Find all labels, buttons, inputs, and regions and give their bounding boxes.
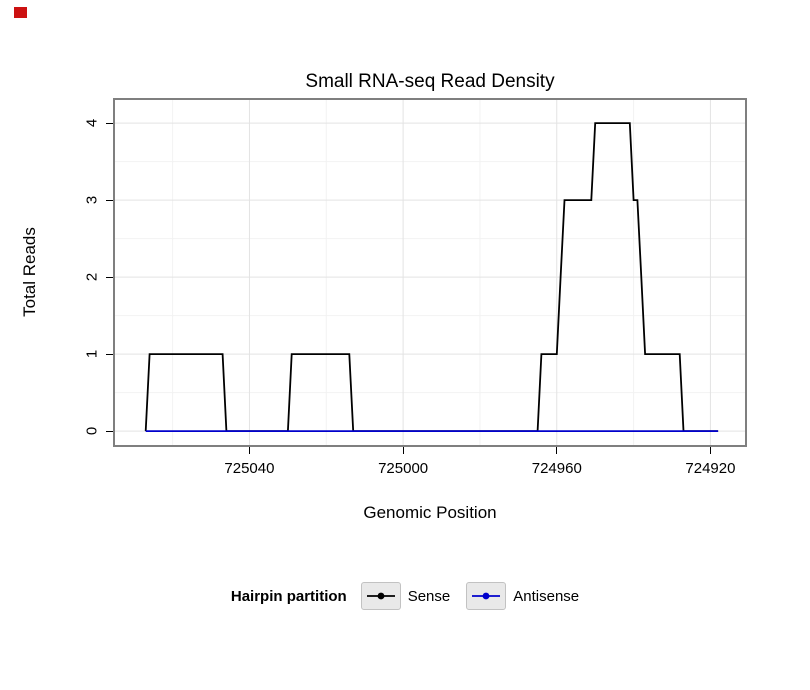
y-tick-label: 3 [83,195,101,205]
legend-title: Hairpin partition [230,587,347,605]
sense-line-icon [366,592,395,600]
y-tick-mark [106,276,113,278]
x-tick-mark [556,447,558,454]
legend-key-sense [360,582,401,610]
y-tick-label: 2 [83,272,101,282]
chart-title: Small RNA-seq Read Density [305,71,555,92]
plot-area [115,100,745,445]
y-axis-label: Total Reads [20,227,39,317]
y-tick-mark [106,122,113,124]
legend: Hairpin partition Sense Antisense [0,582,810,610]
legend-label-sense: Sense [407,587,451,605]
x-tick-mark [402,447,404,454]
red-marker [14,7,27,18]
x-tick-mark [709,447,711,454]
y-tick-mark [106,353,113,355]
legend-label-antisense: Antisense [513,587,580,605]
x-tick-mark [248,447,250,454]
y-tick-mark [106,430,113,432]
x-tick-label: 724920 [685,460,736,477]
x-tick-label: 725040 [224,460,275,477]
y-tick-label: 1 [83,349,101,359]
x-axis-label: Genomic Position [363,503,497,522]
y-tick-mark [106,199,113,201]
legend-key-antisense [466,582,507,610]
x-tick-label: 725000 [378,460,429,477]
y-tick-label: 0 [83,426,101,436]
antisense-line-icon [472,592,501,600]
x-tick-label: 724960 [531,460,582,477]
y-tick-label: 4 [83,118,101,128]
plot-panel [113,98,747,447]
